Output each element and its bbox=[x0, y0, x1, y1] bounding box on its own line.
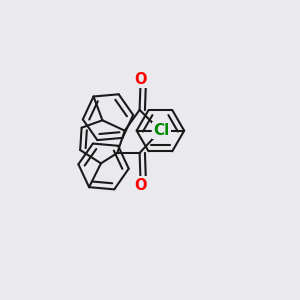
Text: O: O bbox=[134, 72, 147, 87]
Text: N: N bbox=[154, 123, 167, 138]
Text: O: O bbox=[134, 178, 147, 193]
Text: Cl: Cl bbox=[153, 123, 170, 138]
